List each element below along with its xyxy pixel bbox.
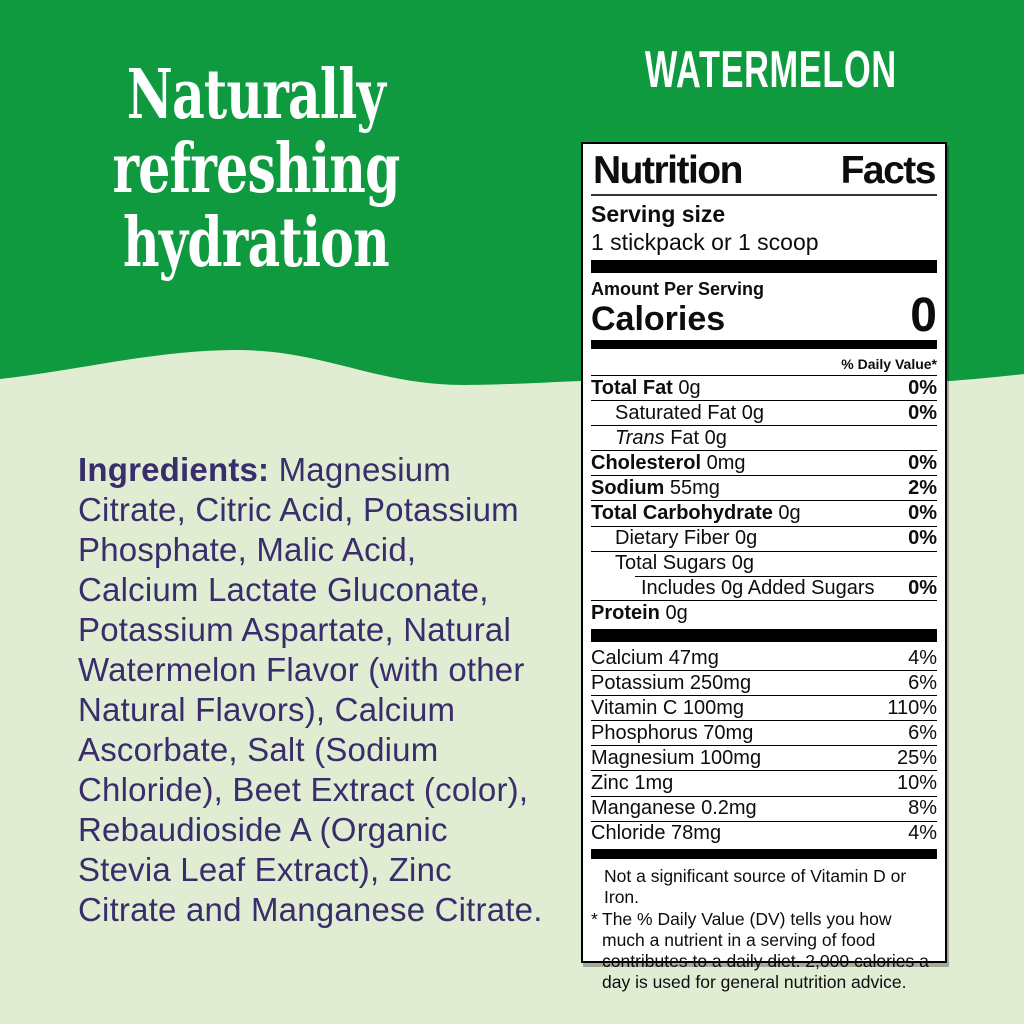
ingredients-line: Potassium Aspartate, Natural: [78, 611, 511, 648]
calories-label: Calories: [591, 300, 726, 338]
nutrient-row-total-carbohydrate: Total Carbohydrate 0g 0%: [591, 500, 937, 525]
divider-bar-thick: [591, 260, 937, 273]
serving-size-value: 1 stickpack or 1 scoop: [591, 229, 819, 255]
footnote-daily-value: * The % Daily Value (DV) tells you how m…: [591, 908, 929, 992]
mineral-row-manganese: Manganese 0.2mg 8%: [591, 795, 937, 820]
footnote-asterisk: *: [591, 908, 598, 929]
nutrient-row-saturated-fat: Saturated Fat 0g 0%: [591, 400, 937, 425]
ingredients-line: Calcium Lactate Gluconate,: [78, 571, 489, 608]
ingredients-line: Ascorbate, Salt (Sodium: [78, 731, 439, 768]
divider-bar-thick: [591, 628, 937, 642]
mineral-row-magnesium: Magnesium 100mg 25%: [591, 745, 937, 770]
ingredients-line: Citrate and Manganese Citrate.: [78, 891, 543, 928]
calories-value: 0: [910, 289, 937, 342]
footnote-not-significant: Not a significant source of Vitamin D or…: [604, 865, 907, 907]
ingredients-line: Chloride), Beet Extract (color),: [78, 771, 529, 808]
serving-size-label: Serving size: [591, 201, 726, 227]
ingredients-line: Natural Flavors), Calcium: [78, 691, 456, 728]
nutrient-row-total-fat: Total Fat 0g 0%: [591, 375, 937, 399]
nutrient-row-protein: Protein 0g: [591, 599, 937, 625]
mineral-row-phosphorus: Phosphorus 70mg 6%: [591, 720, 937, 745]
nutrient-rows: Total Fat 0g 0% Saturated Fat 0g 0% Tran…: [591, 375, 937, 625]
divider-bar-medium: [591, 340, 937, 349]
ingredients-line: Watermelon Flavor (with other: [78, 651, 525, 688]
mineral-row-chloride: Chloride 78mg 4%: [591, 820, 937, 845]
nutrient-row-cholesterol: Cholesterol 0mg 0%: [591, 450, 937, 475]
headline-line-2: refreshing: [112, 129, 400, 209]
flavor-name: WATERMELON: [644, 41, 897, 99]
nutrient-row-dietary-fiber: Dietary Fiber 0g 0%: [591, 525, 937, 551]
ingredients-line: Citrate, Citric Acid, Potassium: [78, 491, 519, 528]
mineral-row-vitamin-c: Vitamin C 100mg 110%: [591, 695, 937, 719]
mineral-row-zinc: Zinc 1mg 10%: [591, 770, 937, 795]
ingredients-line: Rebaudioside A (Organic: [78, 811, 448, 848]
ingredients-text: Ingredients: Magnesium Citrate, Citric A…: [78, 450, 556, 930]
nutrition-facts-panel: Nutrition Facts Serving size 1 stickpack…: [581, 142, 947, 992]
headline-tagline: Naturally refreshing hydration: [96, 58, 416, 280]
mineral-row-calcium: Calcium 47mg 4%: [591, 646, 937, 669]
nutrition-facts-title: Nutrition Facts: [591, 150, 937, 196]
ingredients-line: Phosphate, Malic Acid,: [78, 531, 417, 568]
divider-bar-medium: [591, 848, 937, 859]
mineral-row-potassium: Potassium 250mg 6%: [591, 670, 937, 694]
nutrient-row-total-sugars: Total Sugars 0g: [591, 550, 937, 576]
ingredients-line: Stevia Leaf Extract), Zinc: [78, 851, 452, 888]
nutrient-row-added-sugars: Includes 0g Added Sugars 0%: [591, 575, 937, 600]
headline-line-3: hydration: [123, 203, 390, 283]
headline-line-1: Naturally: [126, 55, 386, 135]
daily-value-header: % Daily Value*: [841, 356, 937, 372]
ingredients-label: Ingredients:: [78, 451, 270, 488]
amount-per-serving-label: Amount Per Serving: [591, 279, 765, 299]
nutrient-row-trans-fat: Trans Fat 0g: [591, 425, 937, 450]
ingredients-line: Ingredients: Magnesium: [78, 451, 451, 488]
nutrient-row-sodium: Sodium 55mg 2%: [591, 475, 937, 500]
calories-row: Calories 0: [591, 292, 937, 340]
mineral-rows: Calcium 47mg 4% Potassium 250mg 6% Vitam…: [591, 646, 937, 846]
